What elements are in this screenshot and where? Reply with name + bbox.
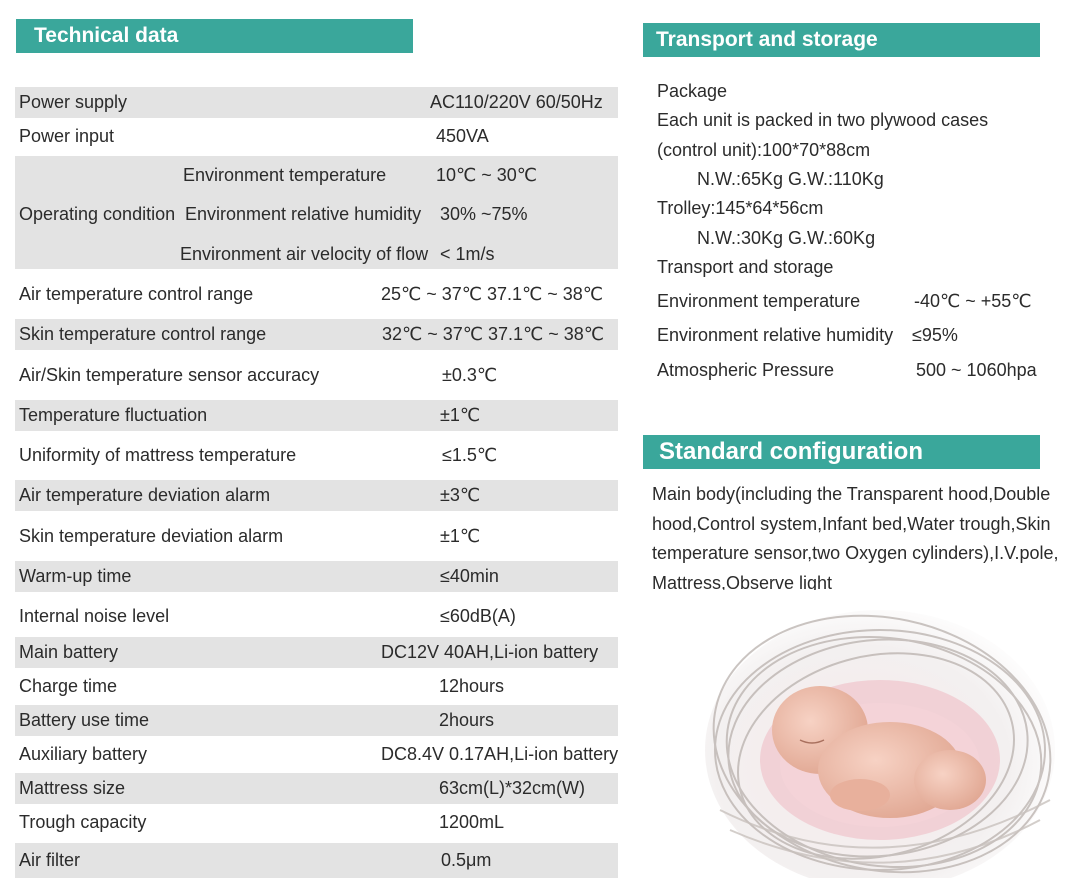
storage-pressure-label: Atmospheric Pressure (657, 360, 835, 380)
table-row: Air/Skin temperature sensor accuracy ±0.… (15, 360, 618, 391)
row-value: ±0.3℃ (442, 365, 498, 385)
row-value: DC8.4V 0.17AH,Li-ion battery (381, 744, 619, 764)
row-value: < 1m/s (440, 244, 495, 264)
row-value: ≤60dB(A) (440, 606, 516, 626)
table-row: Power supply AC110/220V 60/50Hz (15, 87, 618, 118)
row-label: Uniformity of mattress temperature (19, 445, 297, 465)
trolley-size: Trolley:145*64*56cm (657, 198, 824, 218)
row-value: DC12V 40AH,Li-ion battery (381, 642, 599, 662)
row-value: 63cm(L)*32cm(W) (439, 778, 586, 798)
row-label: Warm-up time (19, 566, 132, 586)
row-sublabel: Environment relative humidity (185, 204, 422, 224)
row-label: Auxiliary battery (19, 744, 148, 764)
storage-subheading: Transport and storage (657, 257, 834, 277)
storage-temp-value: -40℃ ~ +55℃ (914, 291, 1032, 311)
table-row: Auxiliary battery DC8.4V 0.17AH,Li-ion b… (15, 739, 618, 770)
row-label: Skin temperature deviation alarm (19, 526, 284, 546)
row-value: 450VA (436, 126, 489, 146)
table-row: Air temperature deviation alarm ±3℃ (15, 480, 618, 511)
package-label: Package (657, 81, 728, 101)
table-row: Charge time 12hours (15, 671, 618, 702)
row-sublabel: Environment temperature (183, 165, 387, 185)
storage-temp-label: Environment temperature (657, 291, 861, 311)
row-value: ≤40min (440, 566, 499, 586)
row-value: ±1℃ (440, 405, 481, 425)
row-value: 12hours (439, 676, 505, 696)
row-label: Internal noise level (19, 606, 170, 626)
row-label: Temperature fluctuation (19, 405, 208, 425)
row-value: ≤1.5℃ (442, 445, 498, 465)
technical-data-heading: Technical data (16, 19, 413, 53)
table-row: Battery use time 2hours (15, 705, 618, 736)
table-row: Air filter 0.5μm (15, 843, 618, 878)
row-label: Air temperature control range (19, 284, 254, 304)
row-label: Mattress size (19, 778, 126, 798)
row-value: 30% ~75% (440, 204, 528, 224)
standard-configuration-heading: Standard configuration (643, 435, 1040, 469)
standard-configuration-text: Main body(including the Transparent hood… (652, 484, 1059, 593)
table-row: Power input 450VA (15, 121, 618, 152)
control-unit-size: (control unit):100*70*88cm (657, 140, 871, 160)
row-value: ±3℃ (440, 485, 481, 505)
operating-condition-row: Operating condition Environment temperat… (15, 156, 618, 269)
table-row: Main battery DC12V 40AH,Li-ion battery (15, 637, 618, 668)
table-row: Skin temperature control range 32℃ ~ 37℃… (15, 319, 618, 350)
row-label: Air filter (19, 850, 81, 870)
row-value: AC110/220V 60/50Hz (430, 92, 603, 112)
row-value: 1200mL (439, 812, 505, 832)
row-label: Operating condition (19, 204, 176, 224)
row-value: 10℃ ~ 30℃ (436, 165, 537, 185)
storage-pressure-value: 500 ~ 1060hpa (916, 360, 1037, 380)
table-row: Internal noise level ≤60dB(A) (15, 601, 618, 632)
newborn-nest-photo (700, 590, 1068, 878)
table-row: Uniformity of mattress temperature ≤1.5℃ (15, 440, 618, 471)
row-label: Main battery (19, 642, 119, 662)
row-label: Trough capacity (19, 812, 147, 832)
row-label: Battery use time (19, 710, 150, 730)
row-label: Power input (19, 126, 115, 146)
row-value: 0.5μm (441, 850, 492, 870)
table-row: Skin temperature deviation alarm ±1℃ (15, 521, 618, 552)
transport-storage-heading: Transport and storage (643, 23, 1040, 57)
row-value: 25℃ ~ 37℃ 37.1℃ ~ 38℃ (381, 284, 603, 304)
row-label: Power supply (19, 92, 128, 112)
row-sublabel: Environment air velocity of flow (180, 244, 429, 264)
table-row: Air temperature control range 25℃ ~ 37℃ … (15, 279, 618, 310)
table-row: Mattress size 63cm(L)*32cm(W) (15, 773, 618, 804)
row-label: Air temperature deviation alarm (19, 485, 271, 505)
row-label: Skin temperature control range (19, 324, 267, 344)
row-label: Air/Skin temperature sensor accuracy (19, 365, 320, 385)
row-value: ±1℃ (440, 526, 481, 546)
row-label: Charge time (19, 676, 118, 696)
row-value: 2hours (439, 710, 495, 730)
storage-humidity-value: ≤95% (912, 325, 958, 345)
trolley-weight: N.W.:30Kg G.W.:60Kg (697, 228, 876, 248)
row-value: 32℃ ~ 37℃ 37.1℃ ~ 38℃ (382, 324, 604, 344)
control-unit-weight: N.W.:65Kg G.W.:110Kg (697, 169, 884, 189)
table-row: Temperature fluctuation ±1℃ (15, 400, 618, 431)
table-row: Trough capacity 1200mL (15, 807, 618, 838)
storage-humidity-label: Environment relative humidity (657, 325, 894, 345)
table-row: Warm-up time ≤40min (15, 561, 618, 592)
package-description: Each unit is packed in two plywood cases (657, 110, 989, 130)
